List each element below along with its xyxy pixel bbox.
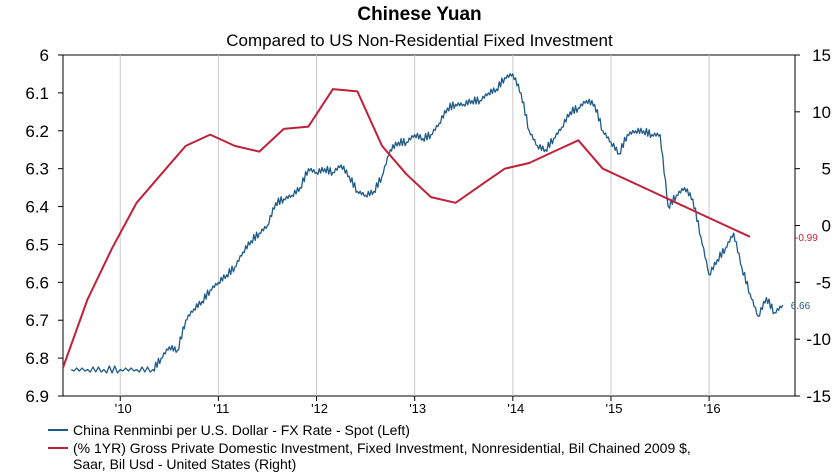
y-left-tick-label: 6.2: [25, 122, 49, 141]
x-tick-label: '16: [704, 401, 721, 416]
y-right-tick-label: -5: [816, 273, 831, 292]
series-line-cny: [70, 73, 784, 374]
y-right-tick-label: -10: [806, 330, 831, 349]
y-left-tick-label: 6.8: [25, 349, 49, 368]
end-label-cny: 6.66: [791, 301, 811, 312]
x-tick-label: '12: [311, 401, 328, 416]
y-right-tick-label: 0: [822, 217, 831, 236]
x-tick-label: '13: [409, 401, 426, 416]
legend-label-cny[interactable]: China Renminbi per U.S. Dollar - FX Rate…: [73, 422, 410, 438]
x-tick-label: '11: [213, 401, 229, 416]
y-left-tick-label: 6.3: [25, 160, 49, 179]
legend-label-investment[interactable]: (% 1YR) Gross Private Domestic Investmen…: [73, 440, 691, 472]
y-right-tick-label: 10: [812, 103, 831, 122]
x-tick-label: '15: [606, 401, 623, 416]
plot-area: [62, 54, 796, 397]
y-left-tick-label: 6.6: [25, 273, 49, 292]
x-tick-label: '14: [507, 401, 524, 416]
x-tick-label: '10: [115, 401, 132, 416]
y-right-tick-label: -15: [806, 387, 831, 406]
legend-label-line: (% 1YR) Gross Private Domestic Investmen…: [73, 440, 691, 456]
end-label-investment: -0.99: [795, 233, 818, 244]
y-left-tick-label: 6.4: [25, 198, 49, 217]
legend-label-line: Saar, Bil Usd - United States (Right): [73, 456, 296, 472]
y-left-tick-label: 6.7: [25, 311, 49, 330]
y-left-tick-label: 6.9: [25, 387, 49, 406]
y-right-tick-label: 15: [812, 46, 831, 65]
chart-subtitle: Compared to US Non-Residential Fixed Inv…: [226, 31, 613, 50]
chart-title: Chinese Yuan: [357, 4, 482, 25]
y-left-tick-label: 6.5: [25, 235, 49, 254]
y-left-tick-label: 6: [40, 46, 49, 65]
series-line-investment: [62, 88, 751, 368]
y-left-tick-label: 6.1: [25, 84, 49, 103]
y-right-tick-label: 5: [822, 160, 831, 179]
